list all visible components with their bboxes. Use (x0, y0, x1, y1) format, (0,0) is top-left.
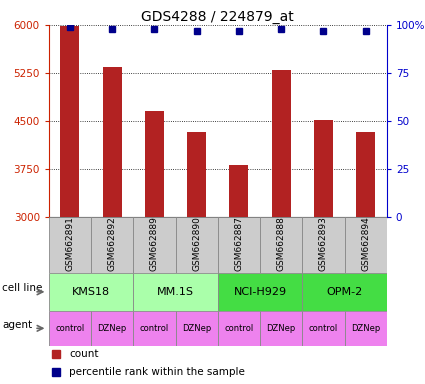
Text: DZNep: DZNep (182, 324, 211, 333)
Title: GDS4288 / 224879_at: GDS4288 / 224879_at (142, 10, 294, 24)
Text: control: control (224, 324, 254, 333)
Bar (91, 217, 133, 273)
Bar (49, 217, 91, 273)
Bar (230, 165, 249, 384)
Text: MM.1S: MM.1S (157, 287, 194, 297)
Bar (133, 311, 176, 346)
Text: DZNep: DZNep (98, 324, 127, 333)
Bar (49, 311, 91, 346)
Bar (345, 311, 387, 346)
Bar (187, 132, 206, 384)
Bar (345, 217, 387, 273)
Bar (145, 111, 164, 384)
Text: cell line: cell line (3, 283, 43, 293)
Text: KMS18: KMS18 (72, 287, 110, 297)
Text: control: control (309, 324, 338, 333)
Text: GSM662888: GSM662888 (277, 216, 286, 271)
Bar (91, 311, 133, 346)
Bar (133, 217, 176, 273)
Text: GSM662887: GSM662887 (235, 216, 244, 271)
Bar (272, 70, 291, 384)
Bar (218, 311, 260, 346)
Text: DZNep: DZNep (351, 324, 380, 333)
Bar (218, 273, 302, 311)
Text: GSM662893: GSM662893 (319, 216, 328, 271)
Bar (302, 217, 345, 273)
Text: control: control (55, 324, 85, 333)
Bar (314, 120, 333, 384)
Text: count: count (69, 349, 99, 359)
Bar (356, 132, 375, 384)
Text: DZNep: DZNep (266, 324, 296, 333)
Bar (49, 273, 133, 311)
Bar (60, 26, 79, 384)
Bar (133, 273, 218, 311)
Text: GSM662891: GSM662891 (65, 216, 74, 271)
Bar (218, 217, 260, 273)
Text: NCI-H929: NCI-H929 (233, 287, 286, 297)
Bar (176, 311, 218, 346)
Bar (103, 67, 122, 384)
Text: GSM662889: GSM662889 (150, 216, 159, 271)
Text: GSM662892: GSM662892 (108, 216, 117, 271)
Text: GSM662894: GSM662894 (361, 216, 370, 271)
Bar (302, 273, 387, 311)
Text: percentile rank within the sample: percentile rank within the sample (69, 366, 245, 377)
Bar (260, 217, 302, 273)
Text: OPM-2: OPM-2 (326, 287, 363, 297)
Text: GSM662890: GSM662890 (192, 216, 201, 271)
Bar (260, 311, 302, 346)
Bar (302, 311, 345, 346)
Bar (176, 217, 218, 273)
Text: agent: agent (3, 320, 33, 330)
Text: control: control (140, 324, 169, 333)
